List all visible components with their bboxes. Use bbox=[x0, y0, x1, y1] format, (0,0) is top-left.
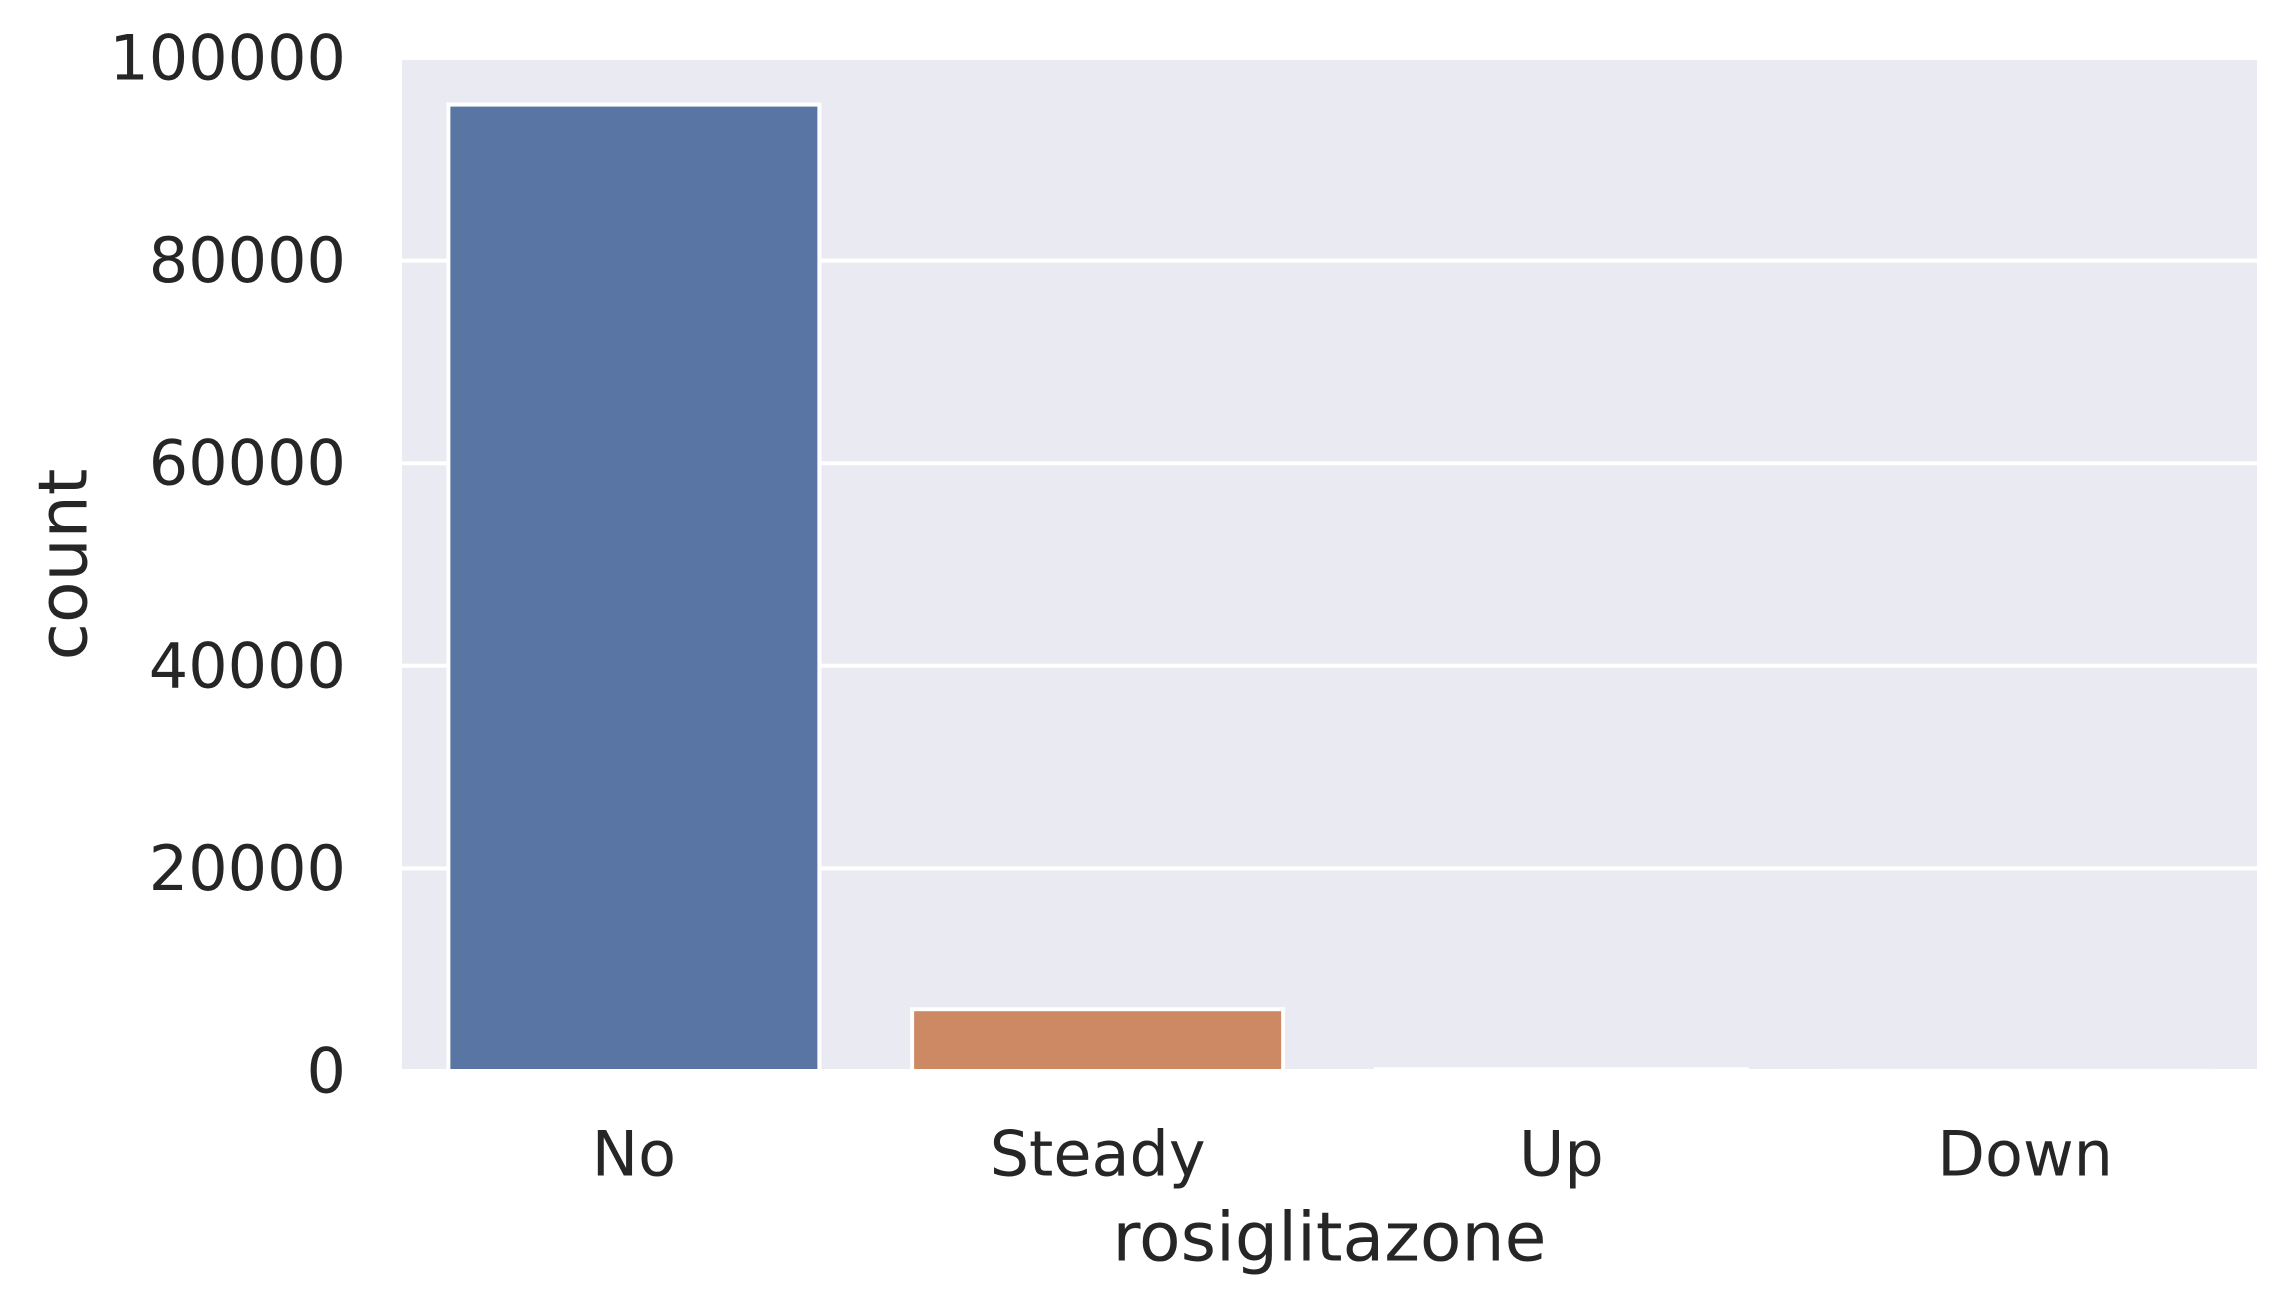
y-tick-label: 40000 bbox=[149, 629, 346, 702]
x-axis-label: rosiglitazone bbox=[1113, 1199, 1547, 1278]
bar-steady bbox=[912, 1009, 1283, 1071]
x-tick-label: Steady bbox=[990, 1118, 1206, 1191]
bar-no bbox=[448, 105, 819, 1071]
y-axis-label: count bbox=[25, 469, 104, 661]
x-tick-label: Up bbox=[1519, 1118, 1604, 1191]
y-axis-ticks: 0 20000 40000 60000 80000 100000 bbox=[109, 22, 346, 1108]
y-tick-label: 60000 bbox=[149, 427, 346, 500]
y-tick-label: 20000 bbox=[149, 832, 346, 905]
x-tick-label: No bbox=[592, 1118, 676, 1191]
x-tick-label: Down bbox=[1937, 1118, 2113, 1191]
y-tick-label: 0 bbox=[307, 1035, 346, 1108]
y-tick-label: 100000 bbox=[109, 22, 346, 95]
y-tick-label: 80000 bbox=[149, 224, 346, 297]
bar-up bbox=[1376, 1069, 1747, 1071]
x-axis-ticks: No Steady Up Down bbox=[592, 1118, 2113, 1191]
